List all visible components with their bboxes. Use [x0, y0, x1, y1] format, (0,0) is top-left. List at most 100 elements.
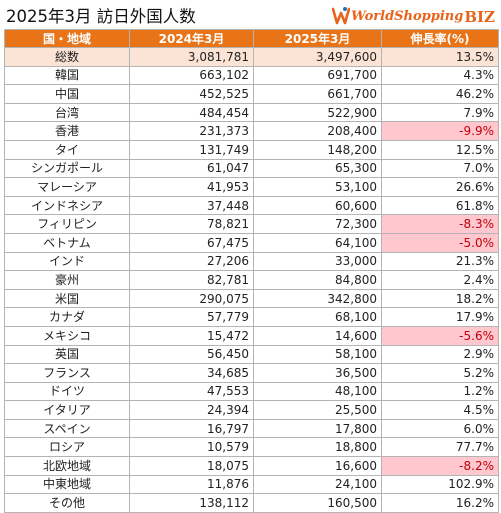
visitors-2024-cell: 452,525 [129, 84, 254, 104]
visitors-2025-cell: 17,800 [253, 418, 382, 439]
growth-rate-cell: -8.3% [381, 214, 499, 234]
table-row: シンガポール 61,047 65,300 7.0% [4, 158, 499, 179]
country-cell: 台湾 [4, 102, 130, 123]
growth-rate-cell: -9.9% [381, 121, 499, 141]
visitors-2025-cell: 691,700 [253, 65, 382, 86]
growth-rate-cell: 13.5% [381, 47, 499, 67]
country-cell: インド [4, 251, 130, 272]
growth-rate-cell: -5.6% [381, 325, 499, 346]
logo-mark-icon [332, 7, 351, 25]
visitors-2024-cell: 67,475 [129, 232, 254, 253]
country-cell: ドイツ [4, 381, 130, 402]
table-row: 中東地域 11,876 24,100 102.9% [4, 474, 499, 495]
visitors-2024-cell: 82,781 [129, 270, 254, 290]
table-body: 総数 3,081,781 3,497,600 13.5% 韓国 663,102 691,70… [4, 47, 499, 513]
visitors-2025-cell: 65,300 [253, 158, 382, 179]
table-row: 豪州 82,781 84,800 2.4% [4, 270, 499, 290]
visitors-2025-cell: 18,800 [253, 437, 382, 458]
country-cell: タイ [4, 139, 130, 160]
growth-rate-cell: 6.0% [381, 418, 499, 439]
header-country: 国・地域 [4, 29, 130, 48]
country-cell: フィリピン [4, 214, 130, 234]
visitors-2024-cell: 10,579 [129, 437, 254, 458]
visitors-2025-cell: 48,100 [253, 381, 382, 402]
growth-rate-cell: 61.8% [381, 195, 499, 216]
growth-rate-cell: 21.3% [381, 251, 499, 272]
visitors-2025-cell: 84,800 [253, 270, 382, 290]
worldshopping-biz-logo: WorldShopping BIZ [332, 2, 495, 26]
country-cell: シンガポール [4, 158, 130, 179]
visitors-2024-cell: 34,685 [129, 363, 254, 383]
visitors-2024-cell: 18,075 [129, 456, 254, 476]
visitors-2024-cell: 47,553 [129, 381, 254, 402]
country-cell: その他 [4, 493, 130, 513]
visitors-2025-cell: 64,100 [253, 232, 382, 253]
table-row: インドネシア 37,448 60,600 61.8% [4, 195, 499, 216]
growth-rate-cell: 17.9% [381, 307, 499, 327]
country-cell: イタリア [4, 400, 130, 420]
visitors-2024-cell: 15,472 [129, 325, 254, 346]
page-header: 2025年3月 訪日外国人数 WorldShopping BIZ [0, 0, 501, 29]
country-cell: 韓国 [4, 65, 130, 86]
growth-rate-cell: -5.0% [381, 232, 499, 253]
visitors-2025-cell: 522,900 [253, 102, 382, 123]
visitors-2024-cell: 78,821 [129, 214, 254, 234]
table-header-row: 国・地域 2024年3月 2025年3月 伸長率(%) [4, 29, 499, 48]
visitors-2024-cell: 57,779 [129, 307, 254, 327]
country-cell: ベトナム [4, 232, 130, 253]
country-cell: ロシア [4, 437, 130, 458]
table-row: マレーシア 41,953 53,100 26.6% [4, 177, 499, 197]
header-2025: 2025年3月 [253, 29, 382, 48]
table-row: メキシコ 15,472 14,600 -5.6% [4, 325, 499, 346]
country-cell: 中東地域 [4, 474, 130, 495]
table-row: フィリピン 78,821 72,300 -8.3% [4, 214, 499, 234]
country-cell: フランス [4, 363, 130, 383]
table-row: ベトナム 67,475 64,100 -5.0% [4, 232, 499, 253]
visitors-2024-cell: 56,450 [129, 344, 254, 365]
table-row: スペイン 16,797 17,800 6.0% [4, 418, 499, 439]
table-row: ロシア 10,579 18,800 77.7% [4, 437, 499, 458]
table-row: イタリア 24,394 25,500 4.5% [4, 400, 499, 420]
visitors-2025-cell: 58,100 [253, 344, 382, 365]
visitors-2025-cell: 33,000 [253, 251, 382, 272]
growth-rate-cell: 26.6% [381, 177, 499, 197]
visitors-2025-cell: 148,200 [253, 139, 382, 160]
table-row: 英国 56,450 58,100 2.9% [4, 344, 499, 365]
visitors-2024-cell: 61,047 [129, 158, 254, 179]
table-row: フランス 34,685 36,500 5.2% [4, 363, 499, 383]
table-row: インド 27,206 33,000 21.3% [4, 251, 499, 272]
visitors-2024-cell: 3,081,781 [129, 47, 254, 67]
visitors-2024-cell: 37,448 [129, 195, 254, 216]
logo-wordmark: WorldShopping [351, 9, 464, 24]
visitors-2025-cell: 24,100 [253, 474, 382, 495]
visitors-2025-cell: 14,600 [253, 325, 382, 346]
country-cell: 北欧地域 [4, 456, 130, 476]
visitors-2025-cell: 36,500 [253, 363, 382, 383]
country-cell: メキシコ [4, 325, 130, 346]
country-cell: カナダ [4, 307, 130, 327]
table-row: 北欧地域 18,075 16,600 -8.2% [4, 456, 499, 476]
table-row: その他 138,112 160,500 16.2% [4, 493, 499, 513]
growth-rate-cell: 7.9% [381, 102, 499, 123]
page-title: 2025年3月 訪日外国人数 [6, 7, 196, 26]
growth-rate-cell: 4.5% [381, 400, 499, 420]
country-cell: 英国 [4, 344, 130, 365]
growth-rate-cell: 102.9% [381, 474, 499, 495]
growth-rate-cell: 46.2% [381, 84, 499, 104]
header-2024: 2024年3月 [129, 29, 254, 48]
visitors-2024-cell: 11,876 [129, 474, 254, 495]
country-cell: 豪州 [4, 270, 130, 290]
logo-biz: BIZ [464, 8, 495, 26]
growth-rate-cell: -8.2% [381, 456, 499, 476]
visitors-2024-cell: 24,394 [129, 400, 254, 420]
visitors-2025-cell: 342,800 [253, 288, 382, 309]
header-growth-rate: 伸長率(%) [381, 29, 499, 48]
visitors-2024-cell: 131,749 [129, 139, 254, 160]
visitors-2025-cell: 60,600 [253, 195, 382, 216]
growth-rate-cell: 7.0% [381, 158, 499, 179]
visitors-2024-cell: 27,206 [129, 251, 254, 272]
visitors-2024-cell: 290,075 [129, 288, 254, 309]
table-row: 台湾 484,454 522,900 7.9% [4, 102, 499, 123]
visitors-2024-cell: 484,454 [129, 102, 254, 123]
country-cell: 米国 [4, 288, 130, 309]
